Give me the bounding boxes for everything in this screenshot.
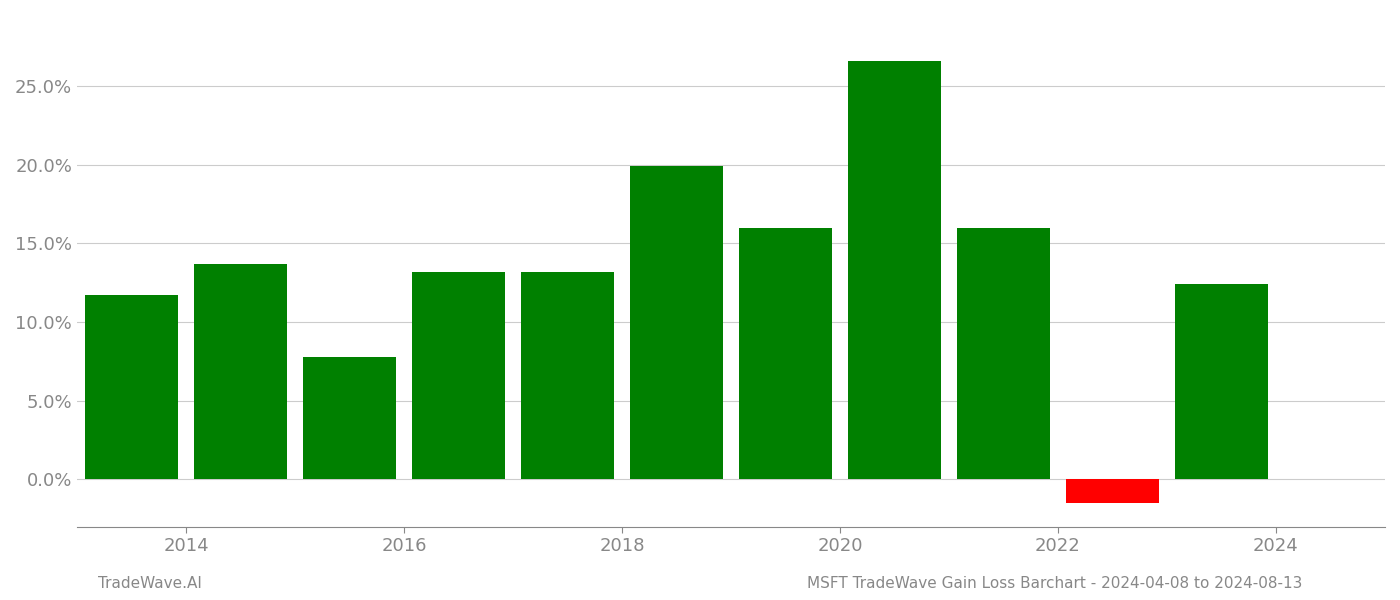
Text: TradeWave.AI: TradeWave.AI [98, 576, 202, 591]
Bar [304, 356, 396, 479]
Bar [1175, 284, 1268, 479]
Bar [412, 272, 505, 479]
Bar [521, 272, 613, 479]
Bar [958, 227, 1050, 479]
Bar [85, 295, 178, 479]
Bar [739, 227, 832, 479]
Bar [195, 264, 287, 479]
Bar [630, 166, 722, 479]
Bar [848, 61, 941, 479]
Text: MSFT TradeWave Gain Loss Barchart - 2024-04-08 to 2024-08-13: MSFT TradeWave Gain Loss Barchart - 2024… [806, 576, 1302, 591]
Bar [1067, 479, 1159, 503]
